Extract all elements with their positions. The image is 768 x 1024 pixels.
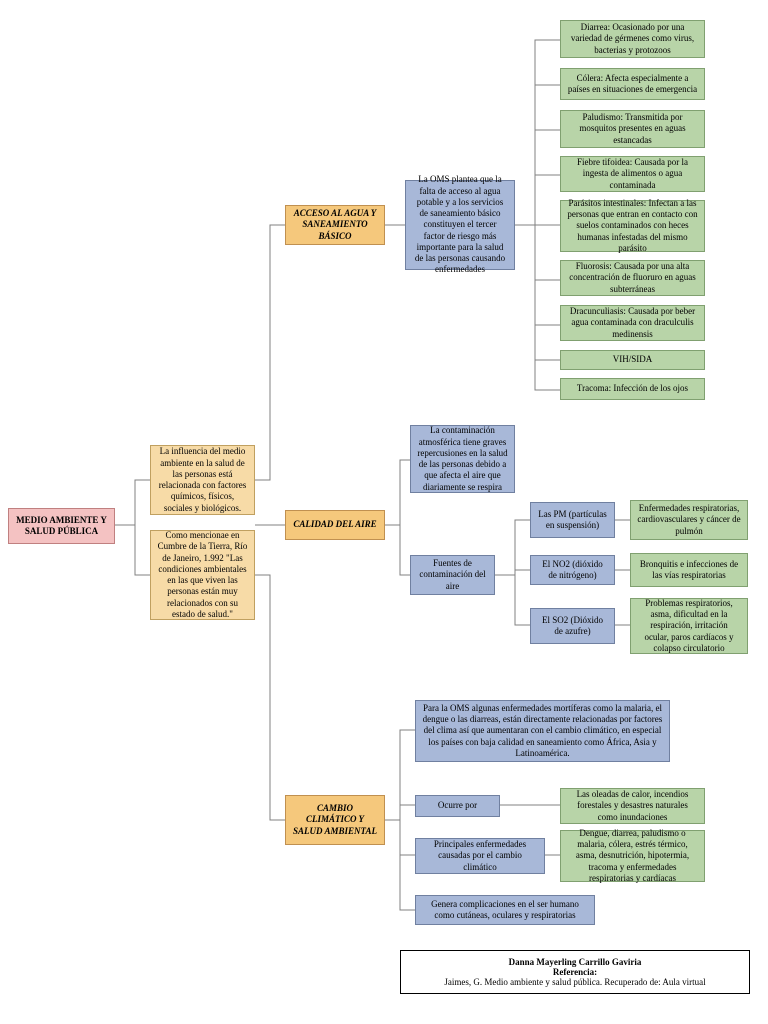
agua-item-7: VIH/SIDA bbox=[560, 350, 705, 370]
branch-agua-desc: La OMS plantea que la falta de acceso al… bbox=[405, 180, 515, 270]
clima-desc: Para la OMS algunas enfermedades mortífe… bbox=[415, 700, 670, 762]
aire-desc2: Fuentes de contaminación del aire bbox=[410, 555, 495, 595]
agua-item-1: Cólera: Afecta especialmente a países en… bbox=[560, 68, 705, 100]
footer-name: Danna Mayerling Carrillo Gaviria bbox=[411, 957, 739, 967]
agua-item-0: Diarrea: Ocasionado por una variedad de … bbox=[560, 20, 705, 58]
agua-item-6: Dracunculiasis: Causada por beber agua c… bbox=[560, 305, 705, 341]
pollutant-0-name: Las PM (partículas en suspensión) bbox=[530, 502, 615, 538]
branch-clima-title: CAMBIO CLIMÁTICO Y SALUD AMBIENTAL bbox=[285, 795, 385, 845]
footer-reflabel: Referencia: bbox=[411, 967, 739, 977]
branch-agua-title: ACCESO AL AGUA Y SANEAMIENTO BÁSICO bbox=[285, 205, 385, 245]
clima-enferm-label: Principales enfermedades causadas por el… bbox=[415, 838, 545, 874]
pollutant-2-effect: Problemas respiratorios, asma, dificulta… bbox=[630, 598, 748, 654]
pollutant-1-effect: Bronquitis e infecciones de las vías res… bbox=[630, 553, 748, 587]
footer-reference: Danna Mayerling Carrillo Gaviria Referen… bbox=[400, 950, 750, 994]
agua-item-2: Paludismo: Transmitida por mosquitos pre… bbox=[560, 110, 705, 148]
intro-node-b: Como mencionae en Cumbre de la Tierra, R… bbox=[150, 530, 255, 620]
clima-ocurre-effect: Las oleadas de calor, incendios forestal… bbox=[560, 788, 705, 824]
pollutant-0-effect: Enfermedades respiratorias, cardiovascul… bbox=[630, 500, 748, 540]
agua-item-5: Fluorosis: Causada por una alta concentr… bbox=[560, 260, 705, 296]
agua-item-8: Tracoma: Infección de los ojos bbox=[560, 378, 705, 400]
clima-compl: Genera complicaciones en el ser humano c… bbox=[415, 895, 595, 925]
footer-ref: Jaimes, G. Medio ambiente y salud públic… bbox=[411, 977, 739, 987]
intro-node-a: La influencia del medio ambiente en la s… bbox=[150, 445, 255, 515]
agua-item-4: Parásitos intestinales: Infectan a las p… bbox=[560, 200, 705, 252]
root-node: MEDIO AMBIENTE Y SALUD PÚBLICA bbox=[8, 508, 115, 544]
clima-enferm-effect: Dengue, diarrea, paludismo o malaria, có… bbox=[560, 830, 705, 882]
pollutant-1-name: El NO2 (dióxido de nitrógeno) bbox=[530, 555, 615, 585]
aire-desc1: La contaminación atmosférica tiene grave… bbox=[410, 425, 515, 493]
branch-aire-title: CALIDAD DEL AIRE bbox=[285, 510, 385, 540]
pollutant-2-name: El SO2 (Dióxido de azufre) bbox=[530, 608, 615, 644]
clima-ocurre-label: Ocurre por bbox=[415, 795, 500, 817]
agua-item-3: Fiebre tifoidea: Causada por la ingesta … bbox=[560, 156, 705, 192]
